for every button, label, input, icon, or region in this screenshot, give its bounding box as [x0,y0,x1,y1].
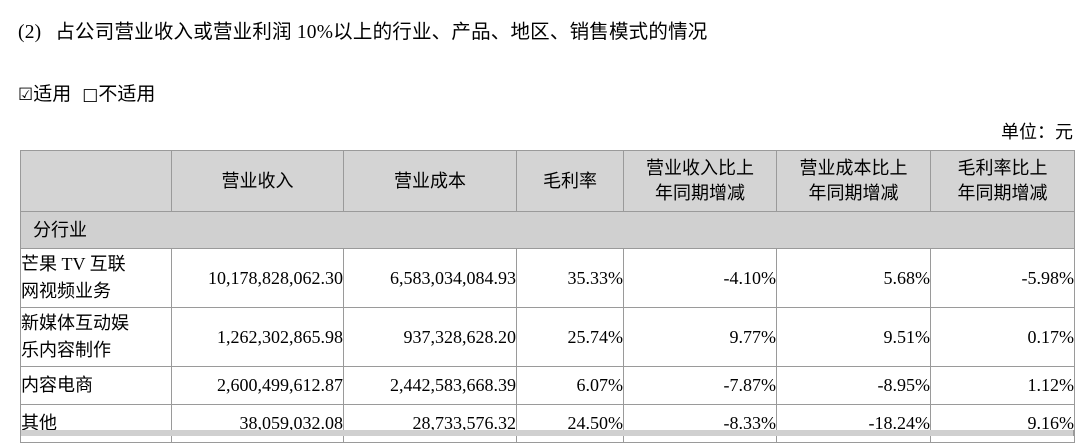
row-label-line2: 网视频业务 [21,281,111,301]
table-row: 内容电商 2,600,499,612.87 2,442,583,668.39 6… [20,366,1075,405]
row-label-line1: 新媒体互动娱 [21,313,129,333]
column-header-revenue-yoy: 营业收入比上 年同期增减 [623,150,777,212]
applicability-selector: ☑适用 □不适用 [18,81,155,109]
row-label-line2: 乐内容制作 [21,340,111,360]
column-header-margin-yoy-line1: 毛利率比上 [957,158,1048,178]
checked-checkbox-icon: ☑ [18,85,34,105]
cell-margin-yoy: -5.98% [930,248,1075,308]
cell-gross-margin: 25.74% [516,307,624,367]
cell-cost-yoy: 5.68% [776,248,931,308]
cell-revenue: 1,262,302,865.98 [171,307,344,367]
row-label: 内容电商 [20,366,172,405]
row-label-line1: 芒果 TV 互联 [21,254,126,274]
row-label: 其他 [20,404,172,443]
not-applicable-label: 不适用 [98,84,156,105]
cell-cost: 2,442,583,668.39 [343,366,517,405]
cell-gross-margin: 35.33% [516,248,624,308]
column-header-cost-yoy-line1: 营业成本比上 [799,158,908,178]
table-row: 芒果 TV 互联 网视频业务 10,178,828,062.30 6,583,0… [20,248,1075,308]
cell-gross-margin: 24.50% [516,404,624,443]
column-header-revenue: 营业收入 [171,150,344,212]
not-applicable-option[interactable]: □不适用 [82,81,155,109]
next-section-row-partial [20,430,1074,436]
cell-revenue-yoy: -7.87% [623,366,777,405]
cell-gross-margin: 6.07% [516,366,624,405]
cell-cost-yoy: -8.95% [776,366,931,405]
column-header-cost-yoy-line2: 年同期增减 [808,183,899,203]
table-row: 新媒体互动娱 乐内容制作 1,262,302,865.98 937,328,62… [20,307,1075,367]
section-title-text: 占公司营业收入或营业利润 10%以上的行业、产品、地区、销售模式的情况 [55,22,708,43]
column-header-revenue-yoy-line2: 年同期增减 [655,183,745,203]
column-header-cost: 营业成本 [343,150,517,212]
cell-revenue: 10,178,828,062.30 [171,248,344,308]
table-group-row: 分行业 [20,211,1075,249]
financial-table: 营业收入 营业成本 毛利率 营业收入比上 年同期增减 营业成本比上 年同期增减 … [20,150,1075,443]
table-header-row: 营业收入 营业成本 毛利率 营业收入比上 年同期增减 营业成本比上 年同期增减 … [20,150,1075,212]
column-header-cost-yoy: 营业成本比上 年同期增减 [776,150,931,212]
column-header-gross-margin: 毛利率 [516,150,624,212]
applicable-label: 适用 [33,84,72,105]
column-header-margin-yoy-line2: 年同期增减 [957,183,1048,203]
cell-revenue: 38,059,032.08 [171,404,344,443]
cell-cost-yoy: 9.51% [776,307,931,367]
cell-margin-yoy: 9.16% [930,404,1075,443]
cell-revenue: 2,600,499,612.87 [171,366,344,405]
row-label: 新媒体互动娱 乐内容制作 [20,307,172,367]
row-label: 芒果 TV 互联 网视频业务 [20,248,172,308]
cell-margin-yoy: 1.12% [930,366,1075,405]
cell-cost: 6,583,034,084.93 [343,248,517,308]
column-header-margin-yoy: 毛利率比上 年同期增减 [930,150,1075,212]
cell-revenue-yoy: -4.10% [623,248,777,308]
table-row: 其他 38,059,032.08 28,733,576.32 24.50% -8… [20,404,1075,443]
cell-revenue-yoy: 9.77% [623,307,777,367]
cell-cost-yoy: -18.24% [776,404,931,443]
cell-margin-yoy: 0.17% [930,307,1075,367]
unit-note: 单位：元 [1001,122,1073,142]
column-header-revenue-yoy-line1: 营业收入比上 [646,158,754,178]
financial-table-container: 营业收入 营业成本 毛利率 营业收入比上 年同期增减 营业成本比上 年同期增减 … [20,150,1075,443]
unchecked-checkbox-icon: □ [82,85,99,105]
cell-cost: 937,328,628.20 [343,307,517,367]
column-header-category [20,150,172,212]
section-heading: (2) 占公司营业收入或营业利润 10%以上的行业、产品、地区、销售模式的情况 [18,18,707,48]
cell-revenue-yoy: -8.33% [623,404,777,443]
section-number: (2) [18,22,42,43]
applicable-option[interactable]: ☑适用 [18,81,71,109]
group-label: 分行业 [20,211,1075,249]
cell-cost: 28,733,576.32 [343,404,517,443]
